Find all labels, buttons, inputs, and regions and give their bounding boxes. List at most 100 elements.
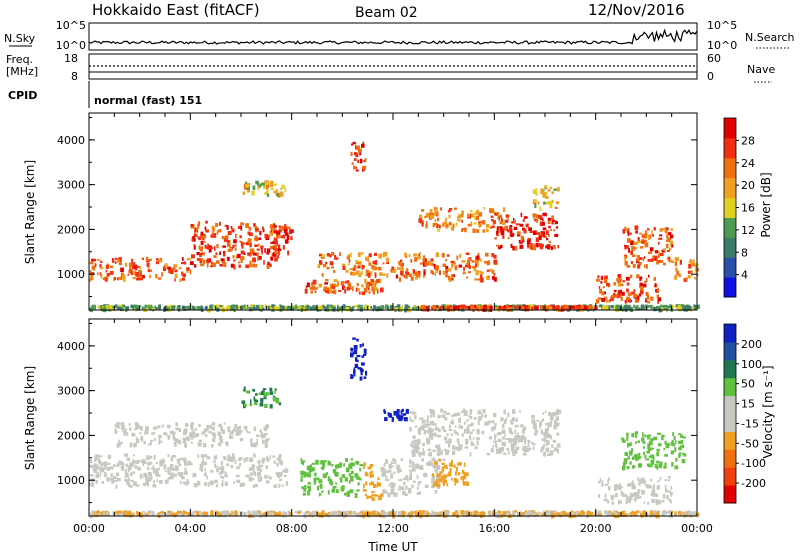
velocity-cell [239,438,244,442]
velocity-cell [470,422,474,426]
velocity-cell [545,423,549,426]
velocity-cell [404,493,408,497]
velocity-cell [643,501,646,504]
nsearch-tick-bottom: 10^0 [707,39,737,52]
velocity-cell [572,511,575,515]
velocity-cell [350,347,353,352]
velocity-cell [385,479,389,482]
velocity-cell [349,462,352,467]
power-cell [434,222,438,226]
velocity-cell [548,411,552,417]
power-cell [660,228,665,231]
power-cell [109,265,113,269]
power-cell [469,210,473,213]
velocity-cell [281,484,284,487]
velocity-cell [300,470,304,476]
power-cell [116,306,121,311]
velocity-cell [337,510,340,515]
velocity-cell [303,492,306,496]
velocity-cell [128,483,130,487]
power-cell [639,232,643,235]
velocity-cell [650,459,655,465]
velocity-cell [418,510,422,515]
velocity-cell [471,511,475,514]
velocity-cell [458,417,461,423]
velocity-cell [616,511,621,517]
power-cell [695,263,698,269]
power-cell [125,306,130,310]
velocity-cell [409,465,412,468]
velocity-cell [95,512,97,516]
power-cell [240,258,243,263]
velocity-cell [426,423,431,427]
power-cell [511,221,514,224]
power-cell [361,167,364,172]
velocity-cell [344,492,347,496]
power-cell [284,305,287,311]
power-cell [476,215,480,221]
velocity-cell [412,411,417,415]
power-cell [262,307,265,310]
power-cell [598,304,603,308]
power-cell [254,225,258,230]
velocity-cell [598,494,601,498]
power-cell [158,306,161,311]
power-cell [380,287,384,293]
velocity-cell [540,429,543,435]
power-cell [636,274,640,279]
power-cell [498,228,502,234]
power-cell [266,248,271,253]
power-cell [432,271,434,275]
power-cell [501,217,503,221]
power-cell [243,252,246,256]
power-cell [264,233,268,239]
velocity-cell [236,466,240,470]
velocity-cell [285,481,289,486]
velocity-cell [231,453,235,459]
power-cell [467,262,470,268]
power-cell [667,232,672,236]
velocity-cell [212,426,215,431]
power-cell [199,253,202,257]
velocity-cell [540,447,545,450]
time-xlabel: Time UT [367,540,418,554]
power-cell [289,306,292,309]
power-cell [652,256,655,259]
velocity-cell [427,431,430,434]
power-cell [666,234,669,238]
velocity-cell [116,472,120,477]
velocity-cell [250,442,255,447]
velocity-cell [139,432,142,435]
power-cell [405,306,409,309]
velocity-cell [97,510,100,513]
velocity-cell [395,412,398,416]
velocity-cell [110,466,114,470]
velocity-cell [380,493,384,497]
velocity-cell [532,446,535,451]
velocity-cell [451,459,453,463]
velocity-cell [359,464,364,467]
velocity-cell [629,512,632,517]
velocity-cell [664,510,666,514]
velocity-cell [419,426,423,430]
velocity-cell [280,460,283,466]
velocity-cell [550,435,552,440]
power-cell [266,183,270,188]
power-cell [219,304,223,307]
velocity-cell [260,476,263,482]
velocity-cell [529,512,533,515]
power-cell [640,305,645,310]
power-cell [200,263,205,267]
velocity-cell [654,510,657,514]
velocity-cell [494,434,497,438]
velocity-cell [550,415,554,421]
velocity-cell [647,443,651,448]
velocity-cell [399,415,404,420]
velocity-cell [429,421,434,426]
velocity-cell [422,442,425,447]
power-cell [471,260,475,263]
power-cell [669,259,673,263]
velocity-cell [359,511,363,514]
velocity-cell [131,433,134,437]
velocity-cell [411,484,414,488]
